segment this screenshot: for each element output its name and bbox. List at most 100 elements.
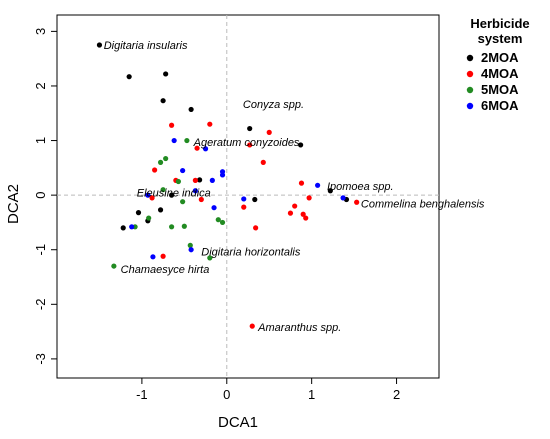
point-4moa bbox=[354, 199, 360, 205]
y-tick-label: -2 bbox=[33, 299, 48, 311]
species-label: Digitaria insularis bbox=[104, 40, 188, 52]
point-2moa bbox=[163, 71, 169, 77]
point-4moa bbox=[241, 204, 247, 210]
point-2moa bbox=[247, 125, 253, 132]
point-6moa bbox=[145, 192, 151, 198]
point-6moa bbox=[150, 254, 156, 260]
x-tick-label: -1 bbox=[136, 387, 148, 402]
y-axis-ticks: -3 -2 -1 0 1 2 3 bbox=[33, 28, 57, 365]
point-4moa bbox=[247, 142, 253, 148]
y-tick-label: 1 bbox=[33, 137, 48, 144]
species-label: Conyza spp. bbox=[243, 99, 304, 111]
point-4moa bbox=[194, 145, 200, 151]
point-5moa bbox=[160, 187, 166, 193]
point-4moa bbox=[292, 203, 298, 209]
y-tick-label: 2 bbox=[33, 82, 48, 89]
point-4moa bbox=[152, 167, 158, 173]
species-label: Amaranthus spp. bbox=[257, 322, 341, 334]
legend-marker-4moa bbox=[466, 70, 474, 78]
point-4moa bbox=[169, 122, 175, 128]
legend-title-line2: system bbox=[478, 31, 523, 46]
x-axis-ticks: -1 0 1 2 bbox=[136, 378, 400, 402]
point-4moa bbox=[207, 121, 213, 127]
point-5moa bbox=[184, 137, 190, 144]
x-tick-label: 1 bbox=[308, 387, 315, 402]
reference-lines bbox=[57, 15, 439, 378]
point-2moa bbox=[120, 225, 126, 231]
point-4moa bbox=[298, 180, 305, 186]
point-4moa bbox=[303, 215, 309, 221]
point-5moa bbox=[157, 159, 164, 165]
point-2moa bbox=[197, 177, 203, 183]
y-tick-label: -1 bbox=[33, 244, 48, 256]
point-5moa bbox=[111, 263, 117, 269]
point-6moa bbox=[211, 205, 217, 211]
point-4moa bbox=[192, 177, 198, 183]
x-axis-title: DCA1 bbox=[218, 414, 258, 431]
point-4moa bbox=[266, 129, 272, 135]
point-5moa bbox=[207, 255, 213, 261]
species-annotations: Digitaria insularis Conyza spp. Ageratum c… bbox=[104, 40, 485, 334]
point-2moa bbox=[188, 106, 194, 113]
point-5moa bbox=[146, 215, 152, 221]
data-points bbox=[96, 42, 360, 329]
x-tick-label: 2 bbox=[393, 387, 400, 402]
species-label: Commelina benghalensis bbox=[361, 198, 485, 210]
point-2moa bbox=[327, 188, 333, 194]
plot-frame bbox=[56, 14, 440, 379]
point-5moa bbox=[180, 199, 186, 205]
point-4moa bbox=[198, 196, 204, 203]
point-2moa bbox=[169, 192, 175, 198]
point-4moa bbox=[149, 195, 155, 201]
legend-marker-5moa bbox=[466, 86, 474, 94]
point-6moa bbox=[219, 172, 226, 178]
point-4moa bbox=[306, 195, 312, 201]
point-6moa bbox=[241, 196, 247, 202]
legend-label-2moa: 2MOA bbox=[481, 50, 519, 65]
point-4moa bbox=[300, 211, 306, 217]
point-5moa bbox=[175, 178, 181, 185]
species-label: Ipomoea spp. bbox=[327, 181, 394, 193]
point-4moa bbox=[260, 159, 266, 165]
legend-label-4moa: 4MOA bbox=[481, 66, 519, 81]
point-2moa bbox=[298, 142, 304, 148]
point-5moa bbox=[181, 223, 187, 229]
point-6moa bbox=[340, 195, 346, 201]
point-6moa bbox=[129, 224, 135, 230]
point-2moa bbox=[135, 210, 142, 216]
y-tick-label: 0 bbox=[33, 192, 48, 199]
point-2moa bbox=[252, 196, 258, 203]
point-4moa bbox=[287, 210, 294, 216]
point-2moa bbox=[160, 98, 166, 104]
point-5moa bbox=[187, 242, 193, 248]
point-5moa bbox=[219, 219, 226, 226]
point-6moa bbox=[315, 182, 321, 188]
point-2moa bbox=[157, 207, 164, 213]
point-6moa bbox=[202, 146, 209, 152]
point-6moa bbox=[192, 188, 198, 194]
point-6moa bbox=[188, 247, 194, 253]
point-2moa bbox=[96, 42, 103, 48]
species-label: Eleusine indica bbox=[137, 187, 211, 199]
legend-marker-6moa bbox=[466, 102, 474, 110]
species-label: Ageratum conyzoides bbox=[193, 137, 300, 149]
point-6moa bbox=[180, 167, 186, 174]
point-5moa bbox=[169, 224, 175, 230]
point-5moa bbox=[215, 217, 221, 223]
species-label: Chamaesyce hirta bbox=[121, 264, 210, 276]
x-tick-label: 0 bbox=[223, 387, 230, 402]
legend-marker-2moa bbox=[466, 54, 474, 62]
y-axis-title: DCA2 bbox=[5, 184, 22, 224]
y-tick-label: 3 bbox=[33, 28, 48, 35]
point-4moa bbox=[249, 323, 255, 329]
point-4moa bbox=[253, 225, 259, 231]
point-4moa bbox=[160, 253, 166, 259]
point-2moa bbox=[126, 74, 132, 80]
y-tick-label: -3 bbox=[33, 353, 48, 365]
species-label: Digitaria horizontalis bbox=[201, 246, 301, 258]
legend-label-5moa: 5MOA bbox=[481, 82, 519, 97]
point-6moa bbox=[171, 137, 177, 144]
